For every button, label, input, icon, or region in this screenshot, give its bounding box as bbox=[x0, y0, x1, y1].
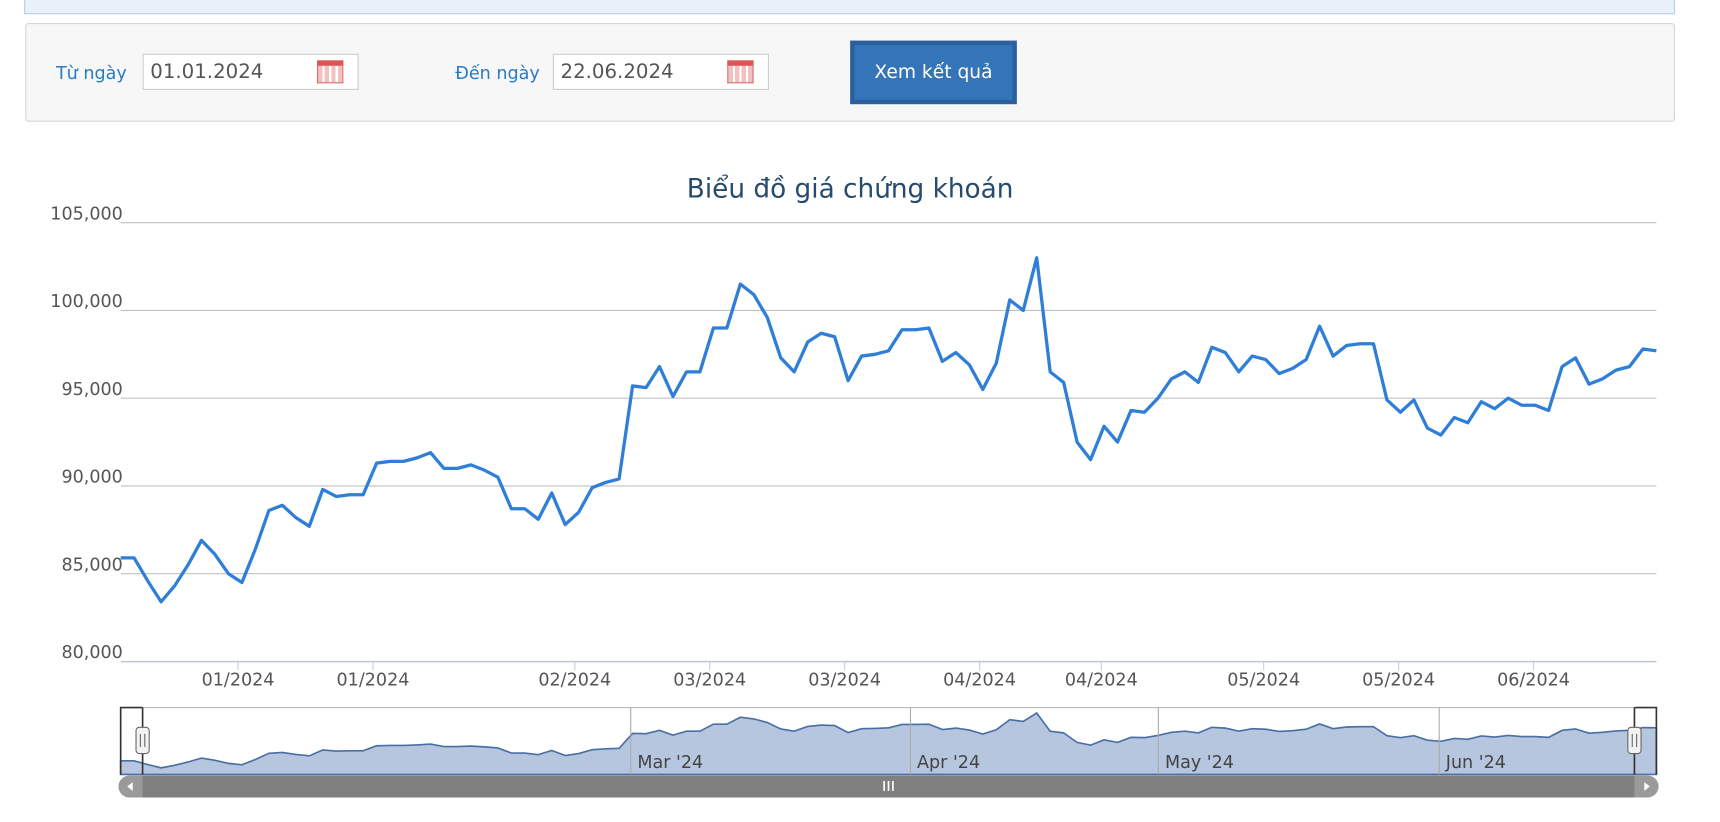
from-input[interactable]: 01.01.2024 bbox=[142, 53, 359, 90]
handle-grip bbox=[1631, 733, 1638, 748]
from-value: 01.01.2024 bbox=[150, 60, 264, 84]
from-label: Từ ngày bbox=[55, 62, 127, 84]
navigator-label: Jun '24 bbox=[1445, 753, 1506, 773]
navigator-label: May '24 bbox=[1165, 753, 1234, 773]
chart-title: Biểu đồ giá chứng khoán bbox=[687, 173, 1014, 204]
submit-button[interactable]: Xem kết quả bbox=[850, 40, 1017, 105]
navigator-handle[interactable] bbox=[1627, 726, 1642, 755]
scrollbar-grip bbox=[883, 781, 894, 791]
x-tick-label: 01/2024 bbox=[202, 671, 275, 691]
to-label: Đến ngày bbox=[455, 62, 540, 84]
scroll-left[interactable] bbox=[127, 782, 133, 791]
x-tick-label: 04/2024 bbox=[943, 671, 1016, 691]
navigator-area bbox=[119, 711, 1658, 776]
navigator-label: Mar '24 bbox=[637, 753, 703, 773]
y-tick-label: 100,000 bbox=[50, 292, 123, 312]
handle-grip bbox=[139, 733, 146, 748]
navigator-label: Apr '24 bbox=[917, 753, 980, 773]
y-tick-label: 105,000 bbox=[50, 204, 123, 224]
y-tick-label: 90,000 bbox=[61, 468, 122, 488]
x-tick-label: 03/2024 bbox=[673, 671, 746, 691]
to-input[interactable]: 22.06.2024 bbox=[552, 53, 769, 90]
x-tick-label: 05/2024 bbox=[1227, 671, 1300, 691]
calendar-icon[interactable] bbox=[317, 60, 344, 84]
navigator-outline bbox=[119, 706, 1658, 775]
button-label: Xem kết quả bbox=[854, 44, 1013, 100]
x-tick-label: 04/2024 bbox=[1065, 671, 1138, 691]
x-tick-label: 03/2024 bbox=[808, 671, 881, 691]
x-tick-label: 02/2024 bbox=[538, 671, 611, 691]
navigator-handle[interactable] bbox=[135, 726, 150, 755]
top-strip bbox=[24, 0, 1676, 15]
price-line bbox=[120, 256, 1657, 604]
y-tick-label: 95,000 bbox=[61, 380, 122, 400]
y-tick-label: 80,000 bbox=[61, 643, 122, 663]
calendar-icon[interactable] bbox=[727, 60, 754, 84]
x-tick-label: 05/2024 bbox=[1362, 671, 1435, 691]
to-value: 22.06.2024 bbox=[560, 60, 674, 84]
x-tick-label: 01/2024 bbox=[337, 671, 410, 691]
y-tick-label: 85,000 bbox=[61, 555, 122, 575]
x-tick-label: 06/2024 bbox=[1497, 671, 1570, 691]
scroll-right[interactable] bbox=[1644, 782, 1650, 791]
